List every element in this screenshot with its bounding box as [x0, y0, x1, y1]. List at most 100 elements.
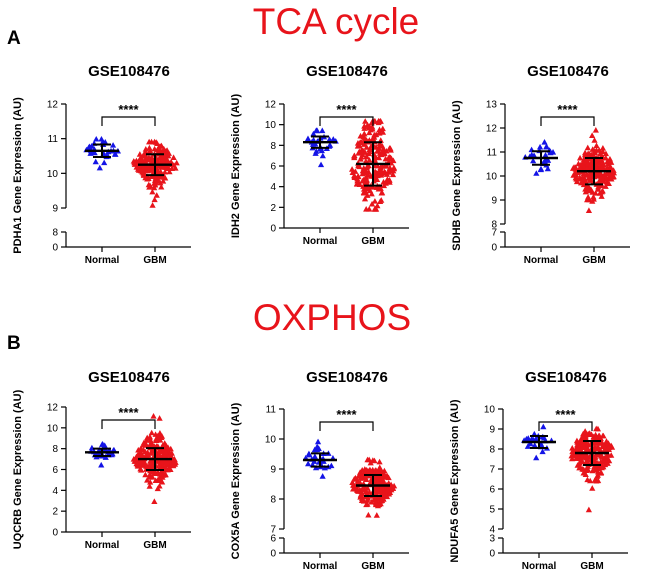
data-point: [360, 183, 367, 189]
data-point: [601, 172, 609, 178]
data-point: [156, 415, 163, 421]
data-point: [605, 170, 612, 176]
data-point: [584, 144, 591, 151]
chart-3: GSE108476 SDHB Gene Expression (AU) 8 9 10 11…: [451, 63, 630, 266]
y-tick-label: 12: [486, 124, 498, 135]
data-point: [146, 483, 153, 489]
data-point: [585, 194, 592, 200]
data-point: [147, 478, 154, 485]
data-point: [133, 164, 140, 170]
chart-title: GSE108476: [306, 369, 388, 386]
data-point: [361, 122, 368, 129]
data-point: [363, 177, 370, 184]
data-point: [146, 471, 154, 477]
data-point: [142, 448, 149, 455]
y-tick-label: 0: [489, 549, 495, 560]
data-point: [599, 145, 606, 151]
data-point: [359, 167, 366, 174]
y-axis-label: IDH2 Gene Expression (AU): [230, 94, 242, 239]
data-point: [146, 156, 153, 162]
data-point: [160, 174, 167, 180]
data-point: [139, 452, 146, 458]
data-point: [577, 436, 584, 443]
data-point: [162, 449, 169, 455]
data-point: [386, 145, 393, 151]
chart-title: GSE108476: [306, 63, 388, 80]
data-point: [376, 464, 383, 470]
data-point: [152, 477, 159, 483]
significance-bracket: [540, 116, 595, 126]
data-point: [157, 477, 164, 484]
y-tick-label: 6: [270, 162, 276, 173]
data-point: [137, 465, 144, 472]
x-category-label: Normal: [303, 236, 338, 247]
data-point: [137, 460, 145, 467]
data-point: [591, 137, 598, 143]
data-point: [582, 178, 589, 185]
data-point: [171, 455, 178, 462]
data-point: [373, 512, 380, 518]
data-point: [363, 144, 370, 150]
data-point: [383, 147, 390, 154]
data-point: [377, 168, 384, 174]
data-point: [573, 176, 580, 182]
data-point: [367, 459, 374, 466]
data-point: [375, 154, 383, 161]
data-point: [157, 169, 164, 175]
section-title-oxphos: OXPHOS: [253, 297, 411, 338]
data-point: [136, 151, 143, 157]
y-tick-label: 6: [52, 465, 58, 476]
panel-letter-b: B: [7, 333, 21, 354]
y-tick-label: 0: [270, 224, 276, 235]
data-point: [172, 165, 179, 171]
data-point: [572, 169, 579, 176]
data-point: [156, 447, 163, 453]
y-tick-label: 6: [270, 534, 276, 545]
data-point: [591, 147, 598, 154]
data-point: [540, 423, 547, 430]
data-point: [593, 445, 600, 452]
y-tick-label: 8: [491, 220, 497, 231]
y-tick-label: 0: [52, 243, 58, 254]
data-point: [145, 181, 152, 188]
data-point: [594, 425, 602, 432]
data-point: [110, 446, 118, 453]
data-point: [98, 461, 105, 468]
data-point: [377, 164, 384, 170]
data-point: [597, 150, 604, 157]
chart-5: GSE108476 COX5A Gene Expression (AU) 7 8 9 10…: [230, 369, 409, 572]
data-point: [577, 179, 585, 186]
data-point: [157, 437, 164, 443]
data-point: [579, 174, 586, 180]
data-point: [379, 129, 387, 135]
x-category-label: Normal: [524, 255, 559, 266]
data-point: [366, 157, 373, 163]
data-point: [375, 118, 383, 124]
y-tick-label: 11: [487, 148, 498, 159]
data-point: [600, 443, 608, 449]
data-point: [327, 142, 334, 148]
y-tick-label: 13: [486, 100, 498, 111]
data-point: [593, 172, 600, 179]
data-point: [610, 167, 617, 173]
data-point: [137, 156, 144, 162]
data-point: [530, 157, 537, 164]
data-point: [102, 454, 109, 460]
y-tick-label: 10: [484, 405, 496, 416]
data-point: [163, 459, 170, 466]
data-point: [361, 195, 369, 202]
data-point: [378, 197, 385, 203]
data-point: [142, 146, 149, 152]
data-point: [360, 189, 368, 196]
data-point: [599, 456, 607, 463]
data-point: [538, 442, 545, 449]
data-point: [547, 148, 554, 155]
data-point: [152, 181, 159, 188]
data-point: [583, 431, 591, 437]
data-point: [311, 453, 319, 459]
data-point: [309, 141, 317, 147]
data-point: [146, 433, 154, 440]
data-point: [584, 465, 591, 472]
data-point: [92, 158, 99, 165]
data-point: [159, 442, 166, 449]
